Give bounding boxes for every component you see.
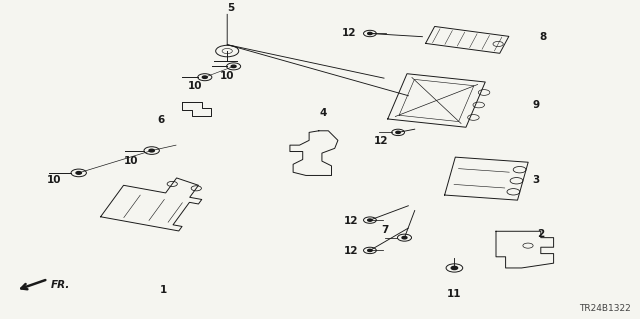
- Circle shape: [396, 131, 401, 134]
- Text: 10: 10: [188, 81, 202, 91]
- Text: 4: 4: [319, 108, 327, 118]
- Text: 11: 11: [447, 289, 461, 299]
- Text: 10: 10: [47, 175, 61, 185]
- Circle shape: [231, 65, 236, 68]
- Text: 2: 2: [537, 229, 545, 240]
- Text: 10: 10: [220, 71, 234, 81]
- Text: 12: 12: [344, 246, 358, 256]
- Circle shape: [451, 266, 458, 270]
- Text: TR24B1322: TR24B1322: [579, 304, 630, 313]
- Circle shape: [367, 219, 372, 221]
- Circle shape: [149, 149, 154, 152]
- Text: 5: 5: [227, 3, 234, 13]
- Text: 12: 12: [342, 28, 356, 39]
- Text: 12: 12: [374, 136, 388, 146]
- Text: 1: 1: [159, 285, 167, 295]
- Text: 9: 9: [532, 100, 540, 110]
- Text: 3: 3: [532, 175, 540, 185]
- Circle shape: [402, 236, 407, 239]
- Text: 10: 10: [124, 156, 138, 166]
- Circle shape: [76, 172, 81, 174]
- Text: 7: 7: [381, 225, 389, 235]
- Text: FR.: FR.: [51, 279, 70, 290]
- Text: 12: 12: [344, 216, 358, 226]
- Text: 6: 6: [157, 115, 165, 125]
- Circle shape: [367, 33, 372, 34]
- Circle shape: [202, 76, 207, 78]
- Text: 8: 8: [539, 32, 547, 42]
- Circle shape: [367, 249, 372, 251]
